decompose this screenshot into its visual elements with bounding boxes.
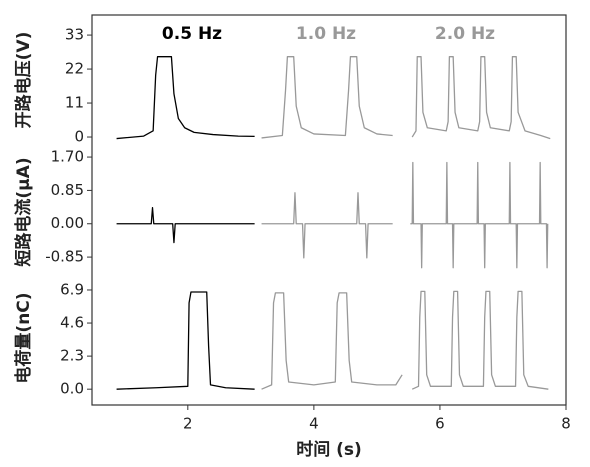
signal-line — [116, 207, 255, 244]
x-tick-label: 6 — [435, 415, 445, 433]
y-tick-label: 33 — [65, 26, 84, 44]
y-axis-label: 开路电压(V) — [13, 32, 34, 129]
signal-line — [261, 192, 393, 259]
y-tick-label: 0.85 — [51, 181, 84, 199]
y-axis-label: 电荷量(nC) — [13, 292, 34, 383]
signal-line — [411, 290, 549, 390]
y-tick-label: 1.70 — [51, 148, 84, 166]
signal-line — [411, 56, 551, 140]
frequency-label: 0.5 Hz — [162, 24, 222, 44]
signal-line — [261, 56, 393, 139]
signal-line — [116, 56, 255, 140]
x-tick-label: 8 — [561, 415, 571, 433]
y-axis-label: 短路电流(μA) — [13, 157, 34, 266]
signal-line — [116, 291, 255, 390]
y-tick-label: 0.0 — [60, 380, 84, 398]
y-tick-label: -0.85 — [45, 248, 84, 266]
frequency-label: 2.0 Hz — [435, 24, 495, 44]
frequency-label: 1.0 Hz — [296, 24, 356, 44]
y-tick-label: 0.00 — [51, 214, 84, 232]
x-axis-label: 时间 (s) — [296, 439, 362, 460]
y-tick-label: 11 — [65, 94, 84, 112]
y-tick-label: 0 — [74, 128, 84, 146]
y-tick-label: 4.6 — [60, 314, 84, 332]
x-tick-label: 4 — [309, 415, 319, 433]
y-tick-label: 22 — [65, 60, 84, 78]
y-tick-label: 2.3 — [60, 347, 84, 365]
x-tick-label: 2 — [183, 415, 193, 433]
signal-line — [410, 161, 549, 269]
signal-line — [261, 292, 403, 390]
plot-frame — [91, 14, 567, 406]
y-tick-label: 6.9 — [60, 280, 84, 298]
